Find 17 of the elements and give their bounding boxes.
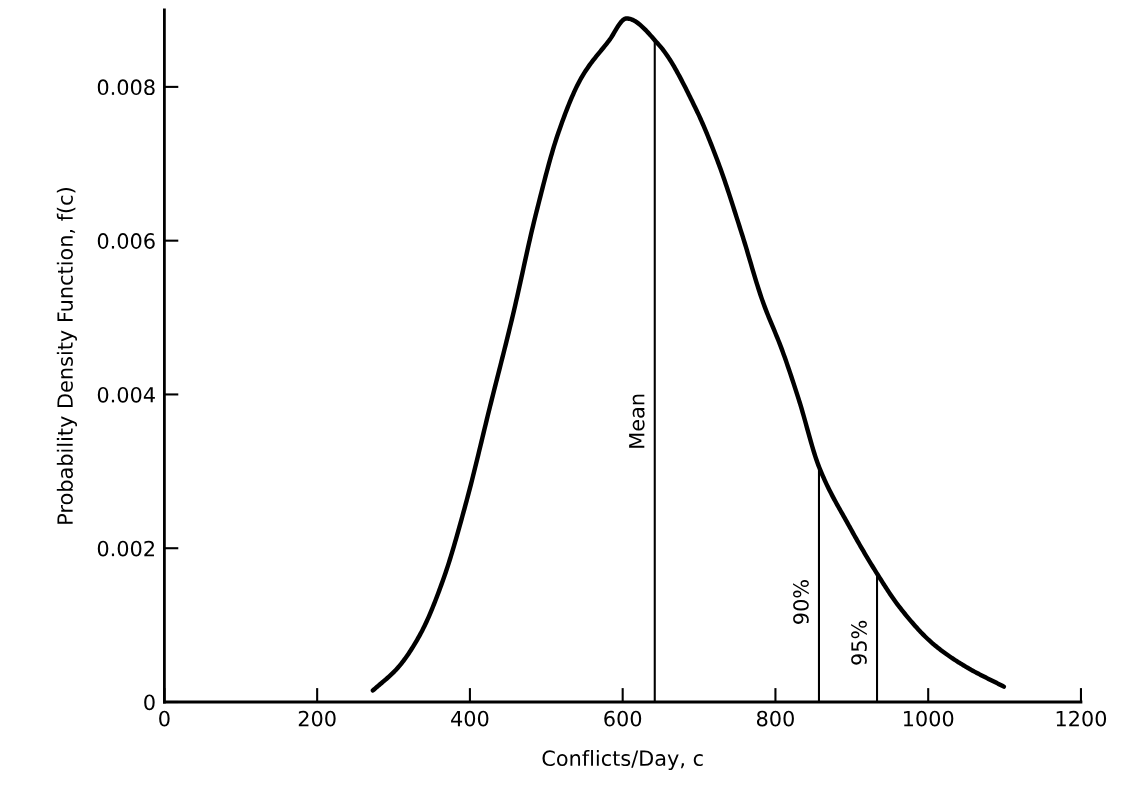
annotation: Mean xyxy=(629,394,645,448)
x-tick-label: 1000 xyxy=(903,710,954,727)
x-tick-label: 800 xyxy=(756,710,794,727)
y-tick-label: 0.006 xyxy=(97,233,155,249)
x-tick-label: 600 xyxy=(604,710,642,727)
annotation: 90% xyxy=(793,580,809,624)
annotation: 95% xyxy=(851,620,867,665)
y-tick-label: 0 xyxy=(144,694,155,711)
x-tick-label: 400 xyxy=(451,710,489,727)
x-axis-title: Conflicts/Day, c xyxy=(542,749,703,771)
y-tick-label: 0.004 xyxy=(97,386,155,403)
y-tick-label: 0.002 xyxy=(97,540,154,557)
x-tick-label: 200 xyxy=(298,710,336,727)
y-tick-label: 0.008 xyxy=(97,79,155,96)
y-axis-title: Probability Density Function, f(c) xyxy=(56,188,77,524)
x-tick-label: 0 xyxy=(159,710,170,727)
x-tick-label: 1200 xyxy=(1056,710,1107,727)
